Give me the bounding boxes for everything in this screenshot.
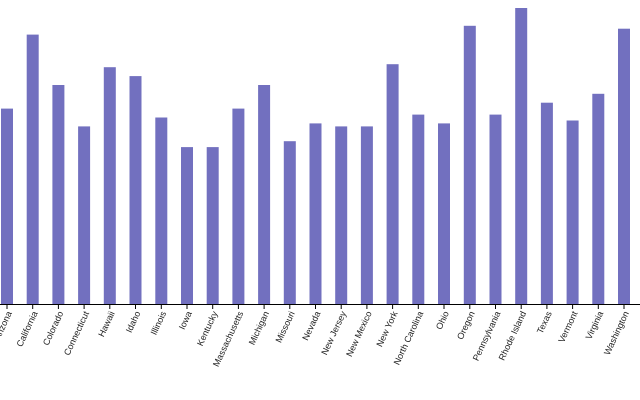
x-tick-label-idaho: Idaho [124, 310, 143, 335]
x-tick-label-ohio: Ohio [434, 310, 451, 331]
x-tick-label-new-jersey: New Jersey [319, 309, 348, 356]
bar-california [26, 34, 39, 304]
bar-connecticut [78, 126, 91, 305]
x-tick-label-colorado: Colorado [41, 310, 66, 347]
bars-group [1, 8, 630, 305]
x-tick-label-nevada: Nevada [300, 310, 322, 342]
x-tick-label-missouri: Missouri [274, 310, 297, 345]
x-tick-label-new-mexico: New Mexico [344, 310, 374, 359]
x-tick-label-iowa: Iowa [177, 310, 194, 331]
bar-ohio [438, 123, 450, 305]
x-tick-label-connecticut: Connecticut [62, 309, 91, 357]
bar-virginia [592, 93, 605, 304]
bar-new-york [386, 64, 399, 304]
x-tick-label-rhode-island: Rhode Island [497, 310, 528, 362]
x-tick-label-illinois: Illinois [149, 309, 169, 336]
bar-kentucky [206, 147, 219, 304]
x-tick-label-new-york: New York [374, 309, 399, 348]
bar-nevada [309, 123, 322, 305]
bar-colorado [52, 85, 65, 304]
bar-new-jersey [335, 126, 348, 305]
bar-pennsylvania [489, 114, 502, 304]
bar-texas [540, 102, 553, 304]
x-tick-label-oregon: Oregon [455, 310, 477, 341]
bar-vermont [566, 120, 579, 304]
x-tick-label-kentucky: Kentucky [195, 309, 220, 347]
bar-massachusetts [232, 108, 245, 304]
x-tick-label-michigan: Michigan [247, 310, 271, 347]
x-tick-label-california: California [15, 310, 40, 349]
x-tick-label-hawaii: Hawaii [96, 310, 116, 339]
bar-north-carolina [412, 114, 425, 304]
x-ticks-group [6, 304, 625, 309]
bar-hawaii [103, 67, 116, 304]
bar-illinois [155, 117, 168, 304]
x-tick-label-arizona: Arizona [0, 310, 14, 342]
bar-iowa [181, 147, 193, 304]
bar-idaho [129, 76, 142, 304]
bar-rhode-island [515, 8, 528, 304]
bar-oregon [463, 25, 476, 305]
bar-washington [618, 28, 630, 304]
bar-new-mexico [360, 126, 373, 305]
x-tick-label-virginia: Virginia [584, 310, 606, 341]
x-tick-label-texas: Texas [535, 309, 554, 335]
bar-arizona [1, 108, 13, 304]
bar-michigan [258, 85, 271, 304]
x-tick-label-vermont: Vermont [556, 309, 579, 344]
x-tick-label-washington: Washington [602, 310, 631, 357]
bar-missouri [283, 141, 296, 304]
